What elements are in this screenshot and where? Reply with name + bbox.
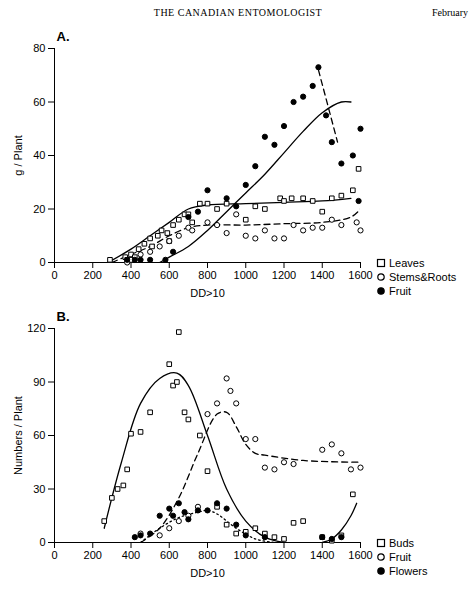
svg-text:200: 200 — [84, 549, 102, 561]
html-text:Fruit: Fruit — [389, 551, 411, 563]
svg-text:20: 20 — [33, 203, 45, 215]
html-text:Stems&Roots: Stems&Roots — [389, 271, 457, 283]
svg-text:A.: A. — [57, 29, 70, 44]
svg-text:0: 0 — [51, 549, 57, 561]
svg-text:80: 80 — [33, 42, 45, 54]
html-text:Fruit: Fruit — [389, 285, 411, 297]
svg-text:600: 600 — [160, 549, 178, 561]
svg-text:800: 800 — [198, 549, 216, 561]
svg-text:0: 0 — [39, 536, 45, 548]
svg-text:B.: B. — [57, 309, 70, 324]
svg-text:0: 0 — [39, 256, 45, 268]
html-text:THE CANADIAN ENTOMOLOGIST: THE CANADIAN ENTOMOLOGIST — [153, 7, 323, 18]
svg-text:1600: 1600 — [348, 269, 372, 281]
svg-text:800: 800 — [198, 269, 216, 281]
svg-text:DD>10: DD>10 — [190, 287, 225, 299]
svg-text:90: 90 — [33, 376, 45, 388]
svg-text:1600: 1600 — [348, 549, 372, 561]
html-text:Buds: Buds — [389, 537, 415, 549]
svg-text:g / Plant: g / Plant — [12, 135, 24, 175]
svg-text:60: 60 — [33, 429, 45, 441]
svg-text:600: 600 — [160, 269, 178, 281]
svg-text:1000: 1000 — [234, 269, 258, 281]
html-text:February: February — [431, 7, 468, 18]
html-text:Leaves: Leaves — [389, 257, 425, 269]
svg-text:40: 40 — [33, 149, 45, 161]
svg-text:1000: 1000 — [234, 549, 258, 561]
svg-text:120: 120 — [27, 322, 45, 334]
svg-text:200: 200 — [84, 269, 102, 281]
svg-text:1400: 1400 — [310, 549, 334, 561]
svg-text:1200: 1200 — [272, 269, 296, 281]
svg-text:400: 400 — [122, 549, 140, 561]
html-text:Flowers: Flowers — [389, 565, 428, 577]
svg-text:0: 0 — [51, 269, 57, 281]
svg-text:30: 30 — [33, 483, 45, 495]
svg-text:400: 400 — [122, 269, 140, 281]
svg-text:60: 60 — [33, 96, 45, 108]
svg-text:1400: 1400 — [310, 269, 334, 281]
svg-text:DD>10: DD>10 — [190, 567, 225, 579]
svg-text:Numbers / Plant: Numbers / Plant — [12, 396, 24, 475]
svg-text:1200: 1200 — [272, 549, 296, 561]
